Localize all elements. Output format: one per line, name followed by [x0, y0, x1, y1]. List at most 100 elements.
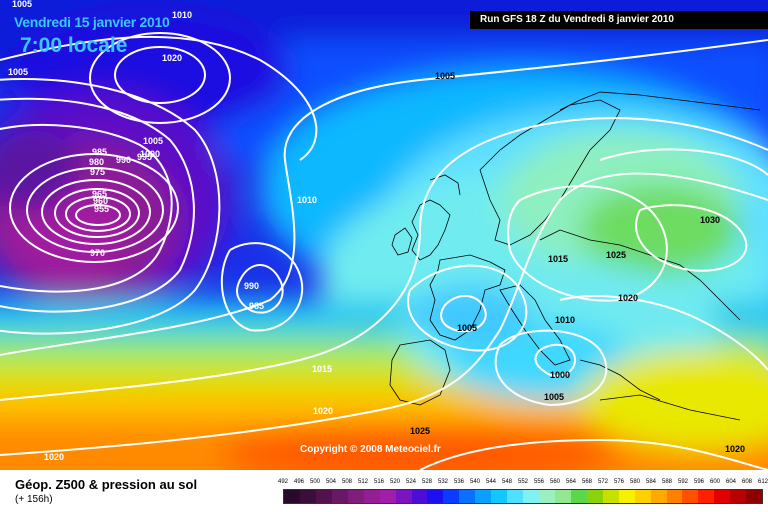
isobar-label: 970	[90, 248, 105, 258]
scale-swatch	[666, 490, 683, 503]
scale-swatch	[586, 490, 603, 503]
isobar-label: 1015	[548, 254, 568, 264]
scale-tick-label: 584	[645, 479, 657, 485]
isobar-label: 980	[89, 157, 104, 167]
isobar-label: 1020	[313, 406, 333, 416]
scale-swatch	[363, 490, 380, 503]
forecast-time: 7:00 locale	[20, 34, 128, 57]
scale-tick-label: 556	[533, 479, 545, 485]
scale-swatch	[443, 490, 460, 503]
isobar-label: 1010	[555, 315, 575, 325]
scale-swatch	[698, 490, 715, 503]
forecast-lead-time: (+ 156h)	[15, 494, 53, 505]
scale-swatch	[602, 490, 619, 503]
color-scale-ticks: 492 496 500 504 508 512 516 520 524 528 532 536 540 5…	[278, 479, 768, 489]
scale-tick-label: 600	[709, 479, 721, 485]
isobar-label: 1005	[544, 392, 564, 402]
scale-tick-label: 496	[293, 479, 305, 485]
scale-swatch	[427, 490, 444, 503]
scale-swatch	[379, 490, 396, 503]
scale-tick-label: 572	[597, 479, 609, 485]
scale-tick-label: 492	[277, 479, 289, 485]
model-run-label: Run GFS 18 Z du Vendredi 8 janvier 2010	[470, 11, 768, 29]
scale-swatch	[299, 490, 316, 503]
isobar-label: 1020	[44, 452, 64, 462]
scale-swatch	[459, 490, 476, 503]
scale-tick-label: 536	[453, 479, 465, 485]
scale-swatch	[634, 490, 651, 503]
isobar-label: 1000	[140, 149, 160, 159]
weather-map: 1005 1010 1020 1005 1005 1000 995 990 985 980 975 9…	[0, 0, 768, 470]
scale-swatch	[347, 490, 364, 503]
isobar-label: 1005	[143, 136, 163, 146]
isobar-label: 1025	[606, 250, 626, 260]
isobar-label: 985	[249, 301, 264, 311]
isobar-label: 1005	[435, 71, 455, 81]
scale-swatch	[315, 490, 332, 503]
scale-swatch	[554, 490, 571, 503]
isobar-label: 990	[116, 155, 131, 165]
isobar-label: 1005	[12, 0, 32, 9]
isobar-label: 1000	[550, 370, 570, 380]
legend-footer: Géop. Z500 & pression au sol (+ 156h) 49…	[0, 470, 768, 512]
scale-swatch	[395, 490, 412, 503]
isobar-label: 985	[92, 147, 107, 157]
scale-tick-label: 544	[485, 479, 497, 485]
scale-swatch	[523, 490, 539, 503]
isobar-label: 965	[92, 189, 107, 199]
scale-swatch	[507, 490, 524, 503]
isobar-label: 1020	[618, 293, 638, 303]
map-title: Géop. Z500 & pression au sol	[15, 477, 198, 492]
scale-swatch	[475, 490, 492, 503]
isobar-label: 1020	[162, 53, 182, 63]
isobar-label: 990	[244, 281, 259, 291]
scale-tick-label: 516	[373, 479, 385, 485]
scale-tick-label: 592	[677, 479, 689, 485]
scale-tick-label: 588	[661, 479, 673, 485]
scale-swatch	[650, 490, 667, 503]
scale-tick-label: 528	[421, 479, 433, 485]
scale-tick-label: 580	[629, 479, 641, 485]
isobars	[0, 32, 768, 470]
scale-swatch	[730, 490, 747, 503]
scale-swatch	[411, 490, 428, 503]
isobar-label: 995	[137, 152, 152, 162]
isobar-label: 1010	[172, 10, 192, 20]
scale-tick-label: 540	[469, 479, 481, 485]
scale-tick-label: 548	[501, 479, 513, 485]
scale-tick-label: 564	[565, 479, 577, 485]
scale-tick-label: 532	[437, 479, 449, 485]
color-scale	[283, 489, 763, 504]
scale-tick-label: 604	[725, 479, 737, 485]
isobar-label: 1005	[457, 323, 477, 333]
scale-swatch	[539, 490, 555, 503]
scale-swatch	[331, 490, 348, 503]
isobar-labels: 1005101010201005100510009959909859809759…	[8, 0, 745, 462]
scale-swatch	[714, 490, 731, 503]
scale-swatch	[284, 490, 300, 503]
scale-tick-label: 560	[549, 479, 561, 485]
isobar-label: 1020	[725, 444, 745, 454]
scale-swatch	[682, 490, 699, 503]
scale-tick-label: 552	[517, 479, 529, 485]
isobar-label: 1030	[700, 215, 720, 225]
coastlines	[389, 91, 761, 421]
scale-tick-label: 576	[613, 479, 625, 485]
isobar-label: 960	[93, 196, 108, 206]
scale-tick-label: 504	[325, 479, 337, 485]
scale-tick-label: 500	[309, 479, 321, 485]
scale-swatch	[491, 490, 508, 503]
scale-tick-label: 524	[405, 479, 417, 485]
isobar-label: 1005	[8, 67, 28, 77]
scale-tick-label: 608	[741, 479, 753, 485]
copyright-notice: Copyright © 2008 Meteociel.fr	[300, 444, 441, 455]
scale-swatch	[570, 490, 587, 503]
scale-tick-label: 612	[757, 479, 768, 485]
forecast-date: Vendredi 15 janvier 2010	[14, 14, 170, 30]
scale-swatch	[746, 490, 763, 503]
isobar-label: 1010	[297, 195, 317, 205]
scale-tick-label: 596	[693, 479, 705, 485]
isobar-label: 1025	[410, 426, 430, 436]
scale-tick-label: 512	[357, 479, 369, 485]
scale-swatch	[618, 490, 635, 503]
